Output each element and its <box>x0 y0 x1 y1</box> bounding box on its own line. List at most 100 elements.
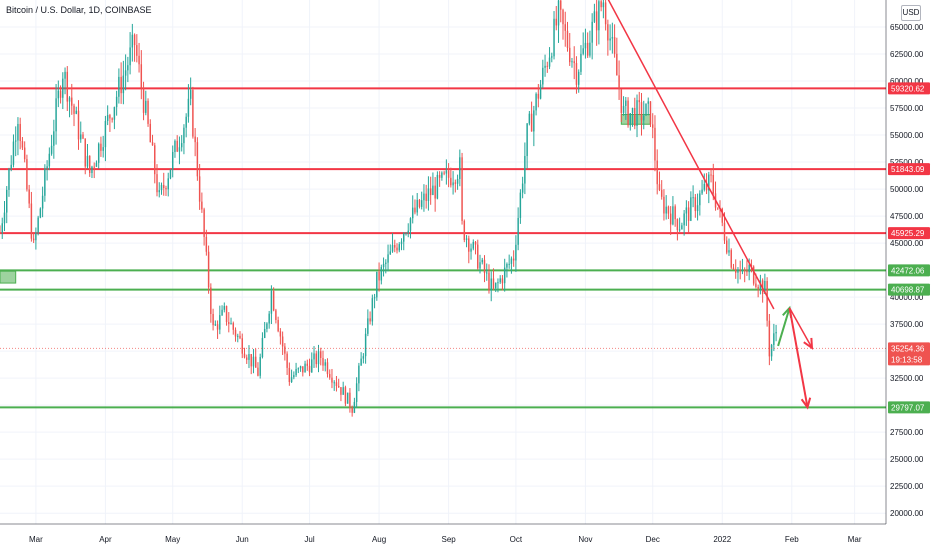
candle-body <box>450 177 452 186</box>
candle-body <box>304 363 306 373</box>
drawings[interactable] <box>606 0 814 410</box>
candle-body <box>595 11 598 31</box>
candle <box>445 159 448 185</box>
candle <box>48 147 51 171</box>
candle-body <box>420 200 423 207</box>
candle-body <box>59 90 62 98</box>
candle <box>535 92 537 116</box>
candle-body <box>425 193 427 201</box>
candle <box>492 268 495 291</box>
candle-body <box>95 162 98 167</box>
candle <box>216 320 219 339</box>
candle-body <box>257 367 259 376</box>
candle-body <box>618 75 620 90</box>
projection-alt-arrow-head[interactable] <box>803 337 814 350</box>
level-price-tag[interactable] <box>888 227 930 240</box>
candle-body <box>306 363 309 366</box>
candle-body <box>403 233 405 242</box>
candle <box>726 236 728 255</box>
last-price-tag[interactable] <box>888 342 930 366</box>
candle-body <box>349 392 351 408</box>
candle-body <box>564 24 566 31</box>
time-axis[interactable]: Mar Apr May Jun Jul Aug Sep Oct Nov Dec 2022 Feb Mar <box>0 523 932 550</box>
candle <box>643 100 645 130</box>
level-price-tag[interactable] <box>888 163 930 176</box>
candle-body <box>351 407 353 413</box>
candle <box>277 316 279 333</box>
projection-up-arrow[interactable] <box>777 307 791 347</box>
projection-down-arrow-head[interactable] <box>800 397 812 410</box>
candle <box>717 207 719 211</box>
candle-body <box>710 174 712 176</box>
candle <box>171 145 174 178</box>
candle <box>573 46 575 80</box>
candle-body <box>770 344 773 357</box>
candle <box>250 354 252 375</box>
candle <box>654 115 656 172</box>
candle <box>595 0 598 46</box>
candle <box>127 56 129 83</box>
candle-body <box>102 147 104 151</box>
candle <box>331 368 333 389</box>
candle-body <box>519 192 522 218</box>
candle <box>604 0 607 31</box>
candle <box>169 169 172 180</box>
level-price-tag[interactable] <box>888 264 930 277</box>
candle-body <box>674 206 676 220</box>
candle <box>663 189 665 221</box>
candle-body <box>768 320 771 357</box>
candle <box>620 89 623 122</box>
level-price-tag[interactable] <box>888 82 930 95</box>
price-axis[interactable]: 65000.00 62500.00 60000.00 57500.00 55000.00… <box>885 0 932 550</box>
candle <box>575 56 578 94</box>
candle <box>494 282 497 293</box>
candle <box>551 52 553 63</box>
candle <box>465 235 468 248</box>
candle <box>537 83 540 108</box>
candle-body <box>136 45 138 56</box>
projection-alt-arrow[interactable] <box>788 307 813 349</box>
candle <box>281 331 284 355</box>
projection-down-arrow[interactable] <box>788 307 809 408</box>
candle <box>699 190 701 216</box>
candle <box>122 60 125 105</box>
candle-body <box>380 267 383 281</box>
candle <box>775 324 777 342</box>
candle <box>306 359 309 371</box>
horizontal-levels[interactable] <box>0 87 886 409</box>
candle <box>91 165 93 179</box>
candle-body <box>678 229 681 231</box>
level-price-tag[interactable] <box>888 283 930 296</box>
trendline[interactable] <box>606 0 775 310</box>
candle-body <box>353 401 356 413</box>
currency-badge[interactable]: USD <box>901 5 921 21</box>
candle-body <box>508 263 510 265</box>
candle <box>450 167 452 188</box>
candle <box>613 24 616 58</box>
candle <box>28 184 30 209</box>
level-price-tag[interactable] <box>888 401 930 414</box>
candle-body <box>66 71 69 102</box>
candle <box>625 96 627 120</box>
candle <box>111 117 113 123</box>
candle-body <box>185 116 187 128</box>
candle-body <box>216 324 219 330</box>
candle <box>55 84 57 145</box>
candle <box>593 3 596 23</box>
candle <box>586 32 589 58</box>
x-tick-label: Apr <box>99 535 112 544</box>
candle <box>180 135 183 152</box>
candle-body <box>358 365 360 384</box>
candle <box>351 405 353 417</box>
candle <box>461 152 463 225</box>
candle <box>286 351 288 375</box>
candle-body <box>120 76 122 94</box>
candle <box>378 262 380 292</box>
candle <box>230 317 232 325</box>
candle-body <box>295 369 297 376</box>
candle <box>142 81 145 121</box>
candle-body <box>589 42 591 56</box>
candle-body <box>367 318 369 334</box>
candle <box>622 96 625 116</box>
